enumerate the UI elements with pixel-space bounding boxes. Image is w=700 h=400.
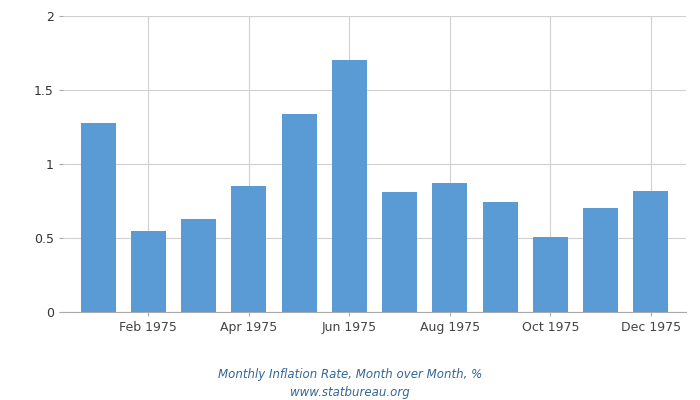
Bar — [181, 219, 216, 312]
Bar — [382, 192, 417, 312]
Bar — [231, 186, 267, 312]
Bar — [583, 208, 618, 312]
Bar — [131, 230, 166, 312]
Bar — [533, 236, 568, 312]
Bar — [482, 202, 518, 312]
Bar — [281, 114, 316, 312]
Bar — [433, 183, 468, 312]
Bar — [634, 191, 668, 312]
Text: www.statbureau.org: www.statbureau.org — [290, 386, 410, 399]
Text: Monthly Inflation Rate, Month over Month, %: Monthly Inflation Rate, Month over Month… — [218, 368, 482, 381]
Bar — [80, 122, 116, 312]
Bar — [332, 60, 367, 312]
